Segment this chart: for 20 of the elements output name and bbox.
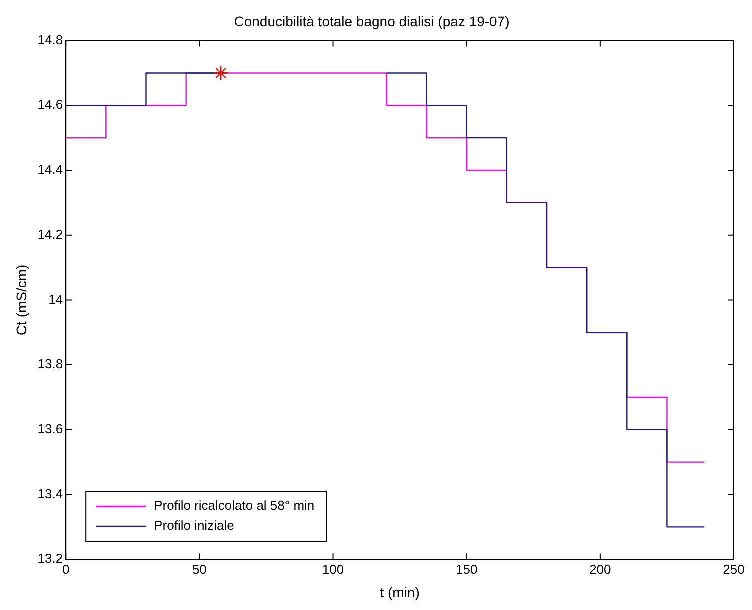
x-tick-label: 50 — [192, 562, 207, 577]
y-tick-label: 14.6 — [38, 97, 64, 112]
y-tick-label: 14.8 — [38, 32, 64, 48]
y-tick-label: 13.2 — [38, 551, 64, 566]
x-tick-label: 0 — [62, 562, 70, 577]
x-tick-label: 100 — [322, 562, 344, 577]
x-tick-label: 200 — [590, 562, 612, 577]
y-tick-label: 13.4 — [38, 486, 64, 502]
y-tick-label: 13.6 — [38, 421, 64, 436]
y-tick-label: 14.2 — [38, 226, 64, 242]
legend-label: Profilo ricalcolato al 58° min — [154, 498, 315, 514]
x-axis-title: t (min) — [380, 584, 420, 600]
y-tick-label: 13.8 — [38, 356, 64, 372]
chart-title: Conducibilità totale bagno dialisi (paz 19-07) — [234, 13, 510, 30]
x-tick-label: 150 — [456, 562, 478, 577]
y-axis-title: Ct (mS/cm) — [13, 264, 30, 336]
y-tick-label: 14.4 — [38, 162, 64, 178]
y-tick-label: 14 — [48, 292, 64, 307]
x-tick-label: 250 — [723, 562, 745, 577]
legend-label: Profilo iniziale — [154, 518, 234, 534]
